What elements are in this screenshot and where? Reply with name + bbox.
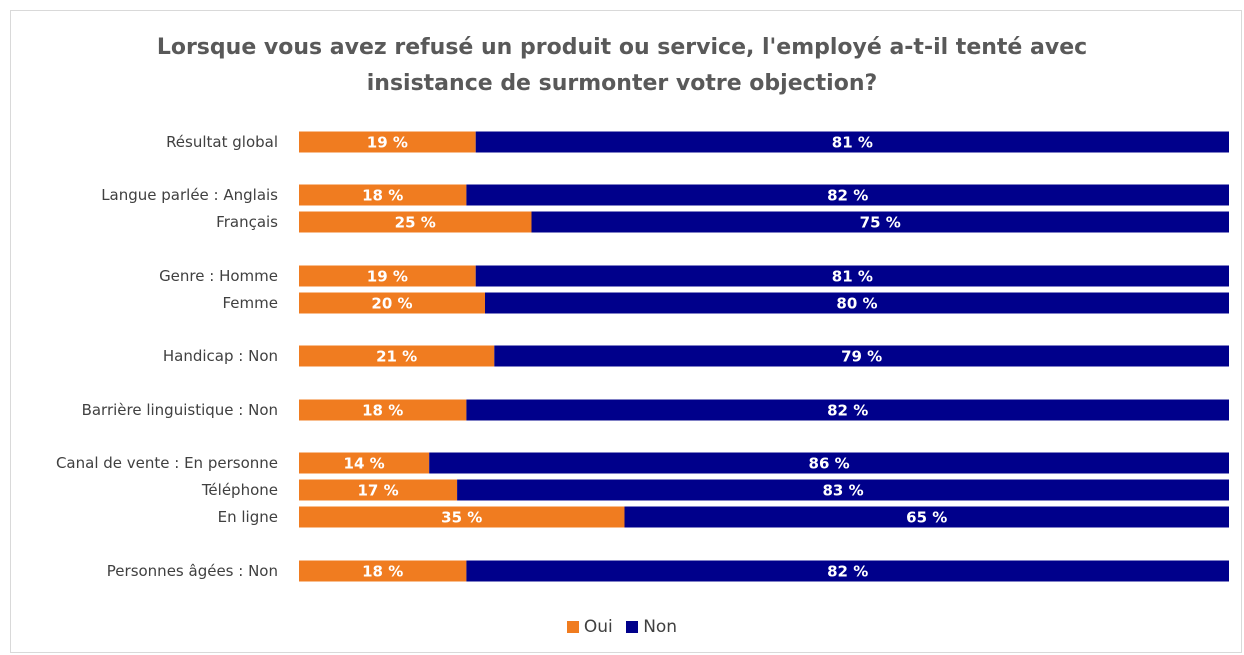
bar-non-femme — [485, 292, 1229, 314]
data-label-oui-personnes-agees-non: 18 % — [362, 563, 403, 581]
category-label-femme: Femme — [223, 294, 279, 312]
chart-title-line-1: Lorsque vous avez refusé un produit ou s… — [156, 35, 1088, 60]
data-label-non-barriere-linguistique-non: 82 % — [827, 402, 868, 420]
data-label-oui-canal-de-vente-en-personne: 14 % — [344, 455, 385, 473]
legend-item-oui: Oui — [566, 617, 613, 637]
bar-oui-canal-de-vente-en-personne — [299, 452, 430, 474]
bar-oui-francais — [299, 211, 532, 233]
bar-non-barriere-linguistique-non — [466, 399, 1229, 421]
bar-non-personnes-agees-non — [466, 560, 1229, 582]
bar-non-francais — [531, 211, 1229, 233]
data-label-oui-telephone: 17 % — [357, 482, 398, 500]
bar-non-langue-parlee-anglais — [466, 184, 1229, 206]
data-label-non-genre-homme: 81 % — [832, 268, 873, 286]
category-label-telephone: Téléphone — [201, 481, 278, 499]
data-label-non-resultat-global: 81 % — [832, 134, 873, 152]
bar-oui-handicap-non — [299, 345, 495, 367]
data-label-non-femme: 80 % — [836, 295, 877, 313]
data-label-non-telephone: 83 % — [822, 482, 863, 500]
bar-oui-telephone — [299, 479, 458, 501]
bar-non-genre-homme — [475, 265, 1229, 287]
data-label-non-handicap-non: 79 % — [841, 348, 882, 366]
legend-swatch-non — [626, 621, 639, 633]
category-label-genre-homme: Genre : Homme — [159, 267, 278, 285]
bar-oui-langue-parlee-anglais — [299, 184, 467, 206]
bar-non-resultat-global — [475, 131, 1229, 153]
bar-oui-genre-homme — [299, 265, 476, 287]
category-label-langue-parlee-anglais: Langue parlée : Anglais — [101, 186, 278, 204]
data-label-oui-langue-parlee-anglais: 18 % — [362, 187, 403, 205]
category-label-francais: Français — [216, 213, 278, 231]
category-label-barriere-linguistique-non: Barrière linguistique : Non — [82, 401, 278, 419]
legend-swatch-oui — [566, 621, 579, 633]
bar-non-handicap-non — [494, 345, 1229, 367]
bar-non-telephone — [457, 479, 1230, 501]
category-label-resultat-global: Résultat global — [166, 133, 278, 151]
bar-oui-barriere-linguistique-non — [299, 399, 467, 421]
data-label-oui-francais: 25 % — [395, 214, 436, 232]
chart-title-line-2: insistance de surmonter votre objection? — [366, 71, 878, 96]
data-label-non-personnes-agees-non: 82 % — [827, 563, 868, 581]
data-label-oui-resultat-global: 19 % — [367, 134, 408, 152]
data-label-non-langue-parlee-anglais: 82 % — [827, 187, 868, 205]
category-label-personnes-agees-non: Personnes âgées : Non — [107, 562, 278, 580]
bar-oui-resultat-global — [299, 131, 476, 153]
data-label-oui-handicap-non: 21 % — [376, 348, 417, 366]
data-label-oui-genre-homme: 19 % — [367, 268, 408, 286]
data-label-non-en-ligne: 65 % — [906, 509, 947, 527]
chart-frame — [10, 10, 1242, 653]
chart-title: Lorsque vous avez refusé un produit ou s… — [0, 30, 1244, 102]
bar-non-en-ligne — [624, 506, 1229, 528]
chart-legend: Oui Non — [0, 617, 1244, 638]
legend-label-oui: Oui — [583, 617, 613, 637]
bar-oui-en-ligne — [299, 506, 625, 528]
data-label-oui-en-ligne: 35 % — [441, 509, 482, 527]
category-label-canal-de-vente-en-personne: Canal de vente : En personne — [56, 454, 278, 472]
legend-item-non: Non — [626, 617, 677, 637]
data-label-non-canal-de-vente-en-personne: 86 % — [809, 455, 850, 473]
bar-non-canal-de-vente-en-personne — [429, 452, 1229, 474]
category-label-handicap-non: Handicap : Non — [163, 347, 278, 365]
bar-oui-personnes-agees-non — [299, 560, 467, 582]
legend-label-non: Non — [643, 617, 678, 637]
category-label-en-ligne: En ligne — [218, 508, 278, 526]
data-label-oui-barriere-linguistique-non: 18 % — [362, 402, 403, 420]
data-label-non-francais: 75 % — [860, 214, 901, 232]
data-label-oui-femme: 20 % — [371, 295, 412, 313]
bar-oui-femme — [299, 292, 485, 314]
